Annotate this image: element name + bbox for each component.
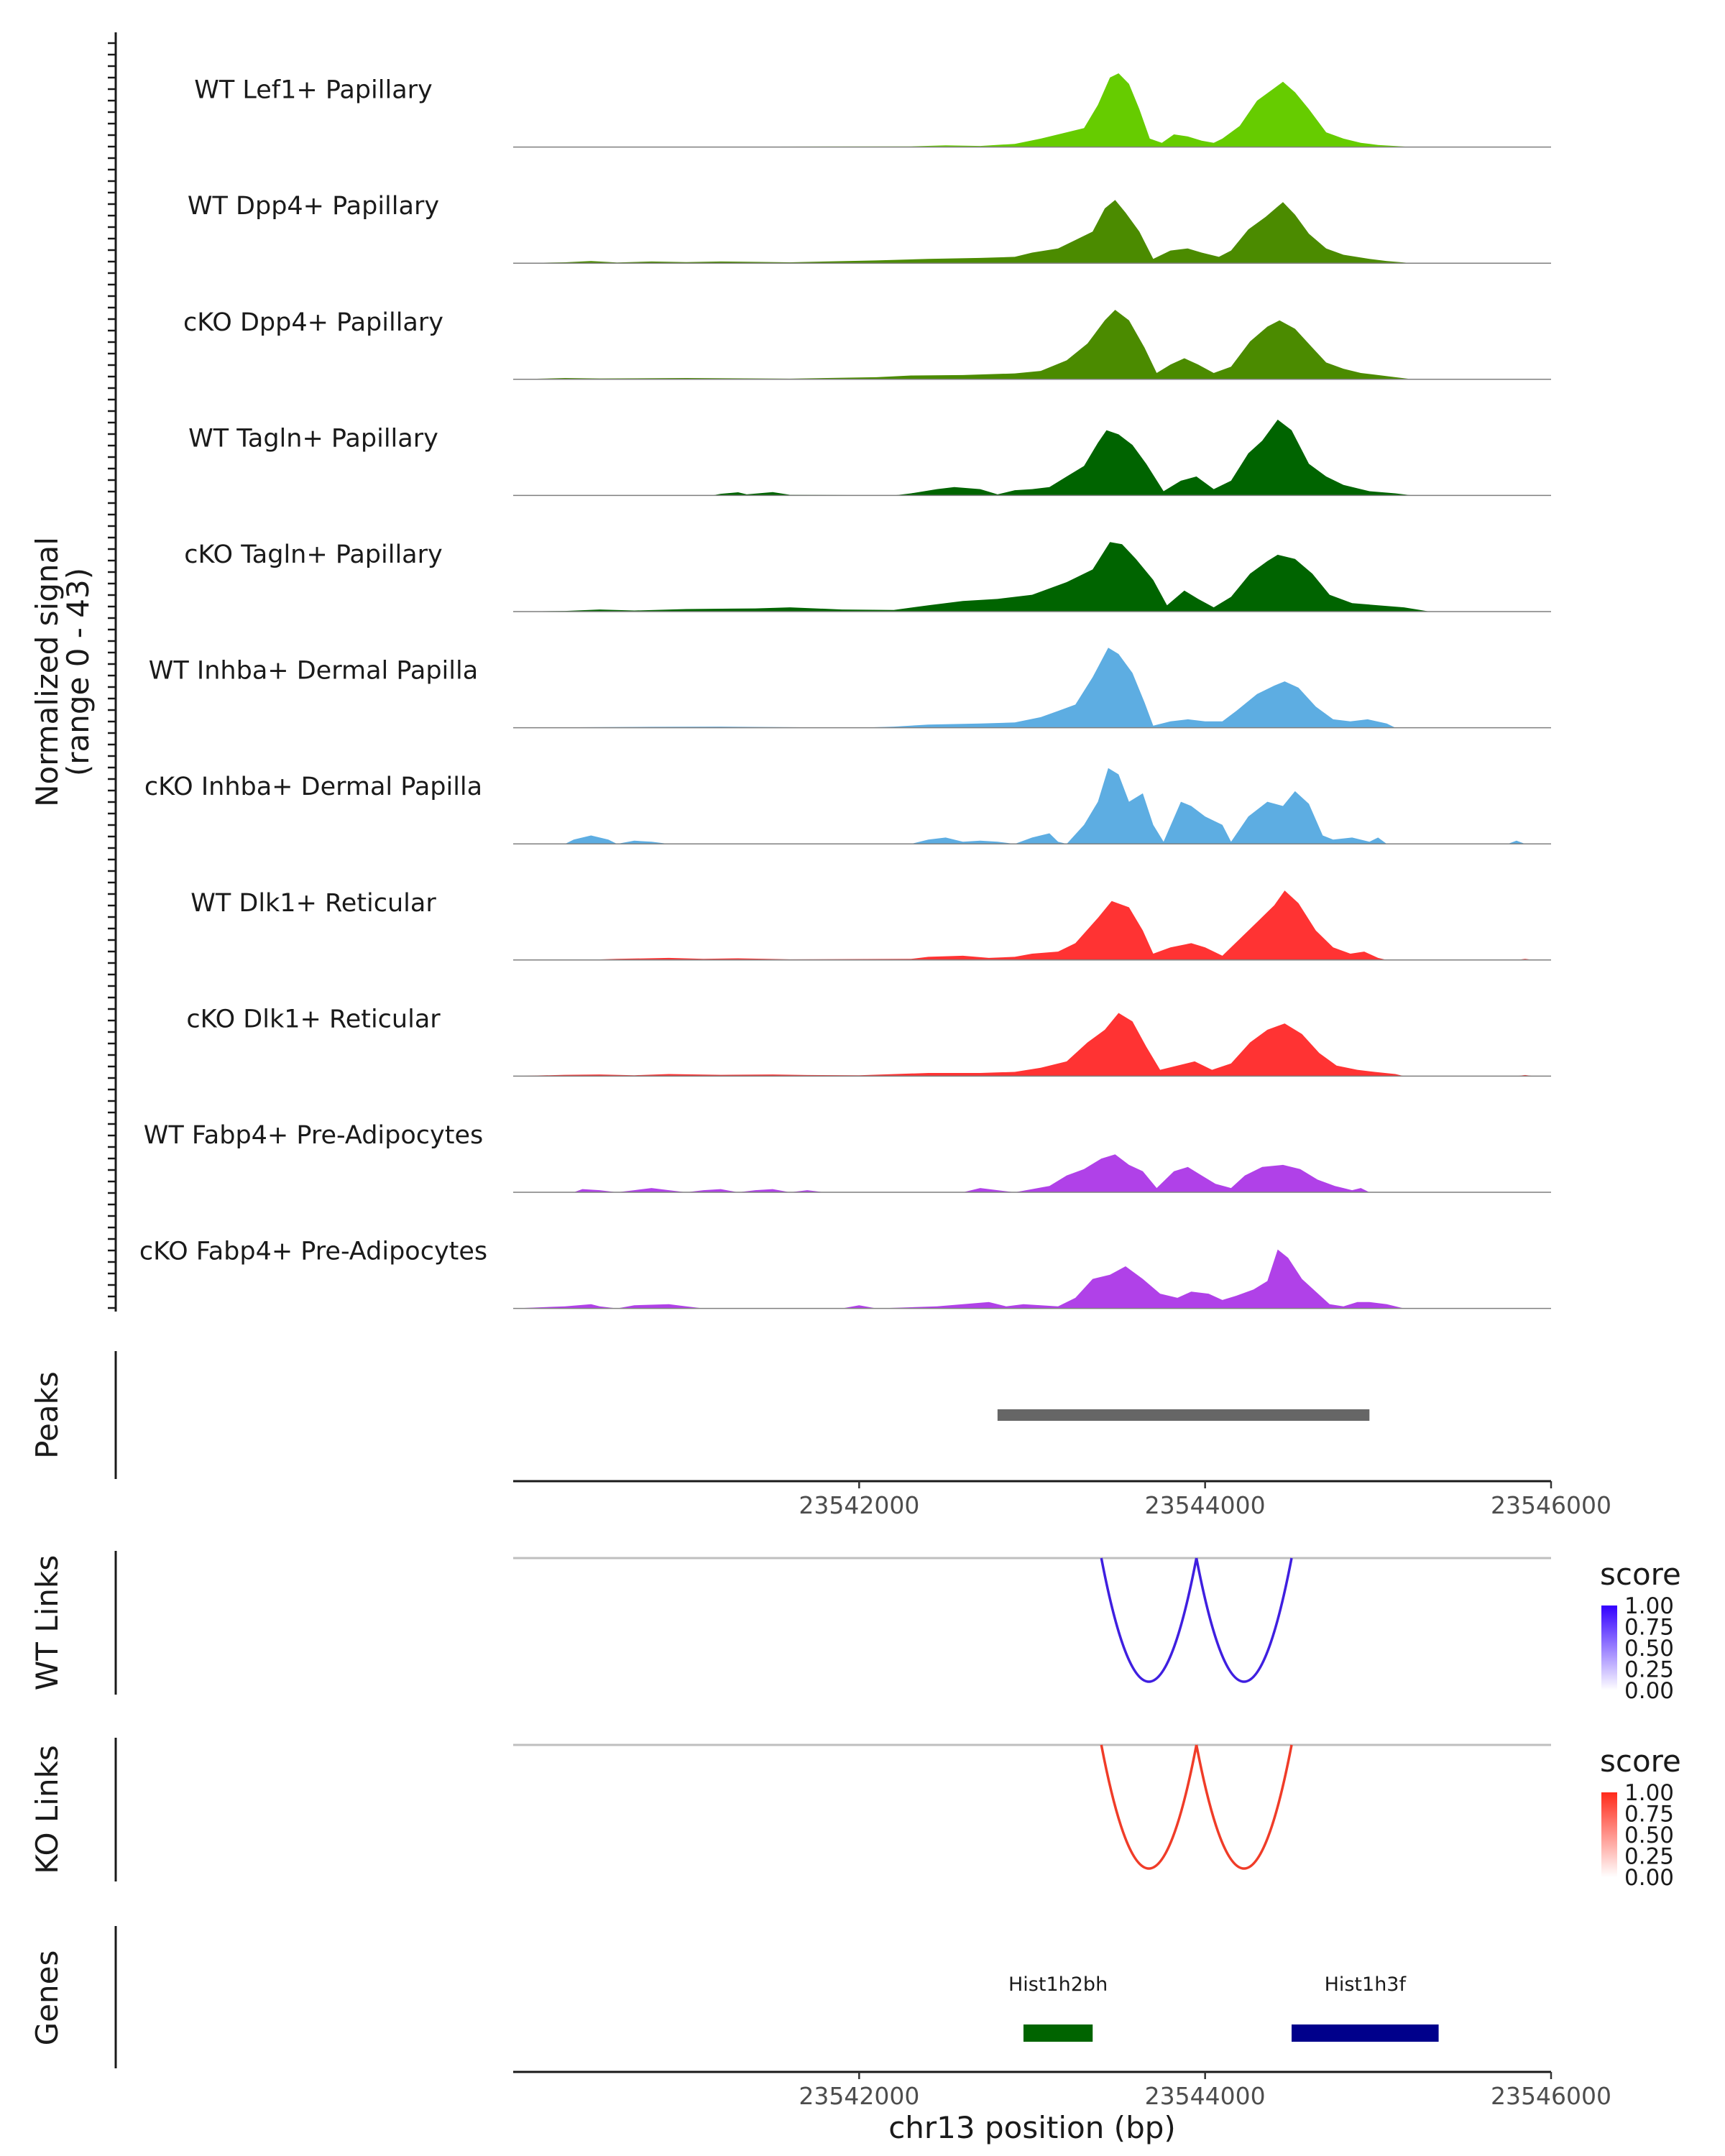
track-wt-inhba-dermal-papilla: WT Inhba+ Dermal Papilla [149,648,1551,729]
coverage-area [513,310,1551,379]
link-arc [1100,1744,1198,1870]
gene-body [1292,2024,1439,2042]
coverage-area [513,890,1551,960]
legend-tick-label: 0.50 [1624,1636,1674,1662]
track-label: cKO Tagln+ Papillary [184,540,443,569]
coverage-tracks: WT Lef1+ Papillary WT Dpp4+ Papillary cKO … [139,73,1551,1309]
legend-tick-label: 0.75 [1624,1615,1674,1641]
track-cko-fabp4-pre-adipocytes: cKO Fabp4+ Pre-Adipocytes [139,1238,1551,1309]
ko-links-panel-label: KO Links [29,1745,65,1874]
track-wt-tagln-papillary: WT Tagln+ Papillary [188,419,1551,497]
legend-tick-label: 0.00 [1624,1865,1674,1891]
gene-label: Hist1h3f [1325,1973,1407,1996]
genes-panel-label: Genes [29,1950,65,2046]
x-tick-label: 23542000 [799,2082,919,2110]
track-label: WT Tagln+ Papillary [188,424,438,453]
ko-score-legend: score 1.000.750.500.250.00 [1600,1743,1681,1891]
link-arc [1100,1557,1198,1683]
wt-links-panel-label: WT Links [29,1555,65,1690]
coverage-area [513,768,1551,844]
coverage-y-axis [108,32,117,1312]
peak-region [997,1409,1370,1421]
legend-tick-label: 0.25 [1624,1844,1674,1870]
coverage-area [513,419,1551,496]
track-wt-lef1-papillary: WT Lef1+ Papillary [194,73,1551,148]
legend-tick-label: 0.75 [1624,1802,1674,1828]
track-cko-tagln-papillary: cKO Tagln+ Papillary [184,540,1551,612]
peaks-panel-label: Peaks [29,1371,65,1459]
coverage-area [513,1154,1551,1192]
x-tick-label: 23546000 [1491,1491,1611,1519]
link-arc [1195,1744,1293,1870]
x-tick-label: 23544000 [1145,2082,1266,2110]
track-label: WT Lef1+ Papillary [194,76,433,105]
x-axis-title: chr13 position (bp) [888,2110,1176,2145]
track-cko-dpp4-papillary: cKO Dpp4+ Papillary [183,308,1551,380]
y-axis-range-label: (range 0 - 43) [60,568,96,776]
x-axis-bottom: 23542000 23544000 23546000 [513,2070,1611,2110]
track-label: cKO Fabp4+ Pre-Adipocytes [139,1238,487,1266]
legend-tick-label: 0.50 [1624,1823,1674,1848]
track-label: WT Dpp4+ Papillary [188,192,439,221]
legend-title: score [1600,1743,1681,1779]
coverage-area [513,1249,1551,1309]
x-tick-label: 23542000 [799,1491,919,1519]
track-label: WT Inhba+ Dermal Papilla [149,657,478,686]
track-label: WT Fabp4+ Pre-Adipocytes [144,1121,483,1150]
legend-colorbar [1601,1606,1617,1690]
link-arc [1195,1557,1293,1683]
track-cko-inhba-dermal-papilla: cKO Inhba+ Dermal Papilla [144,768,1551,844]
track-label: WT Dlk1+ Reticular [190,889,436,918]
legend-colorbar [1601,1792,1617,1877]
ko-links-track [513,1743,1551,1870]
gene-label: Hist1h2bh [1008,1973,1108,1996]
track-label: cKO Inhba+ Dermal Papilla [144,773,482,801]
gene-body [1023,2024,1093,2042]
x-tick-label: 23546000 [1491,2082,1611,2110]
legend-tick-label: 1.00 [1624,1780,1674,1806]
y-axis-title: Normalized signal [29,537,65,807]
legend-tick-label: 0.00 [1624,1678,1674,1704]
coverage-area [513,1013,1551,1077]
legend-tick-label: 0.25 [1624,1657,1674,1683]
gene-hist1h2bh: Hist1h2bh [1008,1973,1108,2042]
legend-title: score [1600,1557,1681,1592]
track-label: cKO Dlk1+ Reticular [186,1005,441,1033]
track-wt-fabp4-pre-adipocytes: WT Fabp4+ Pre-Adipocytes [144,1121,1551,1193]
genes-track: Hist1h2bh Hist1h3f [1008,1973,1439,2042]
coverage-area [513,542,1551,612]
track-wt-dlk1-reticular: WT Dlk1+ Reticular [190,889,1551,961]
gene-hist1h3f: Hist1h3f [1292,1973,1439,2042]
legend-tick-label: 1.00 [1624,1593,1674,1619]
track-wt-dpp4-papillary: WT Dpp4+ Papillary [188,192,1551,264]
coverage-area [513,648,1551,728]
coverage-area [513,200,1551,264]
coverage-axis-ticks [108,42,116,1309]
x-axis-top: 23542000 23544000 23546000 [513,1480,1611,1519]
wt-links-track [513,1557,1551,1683]
x-tick-label: 23544000 [1145,1491,1266,1519]
track-label: cKO Dpp4+ Papillary [183,308,443,337]
coverage-area [513,73,1551,147]
legend-ticks: 1.000.750.500.250.00 [1624,1780,1674,1891]
wt-score-legend: score 1.000.750.500.250.00 [1600,1557,1681,1704]
peaks-track [997,1409,1370,1421]
track-cko-dlk1-reticular: cKO Dlk1+ Reticular [186,1005,1551,1077]
legend-ticks: 1.000.750.500.250.00 [1624,1593,1674,1704]
